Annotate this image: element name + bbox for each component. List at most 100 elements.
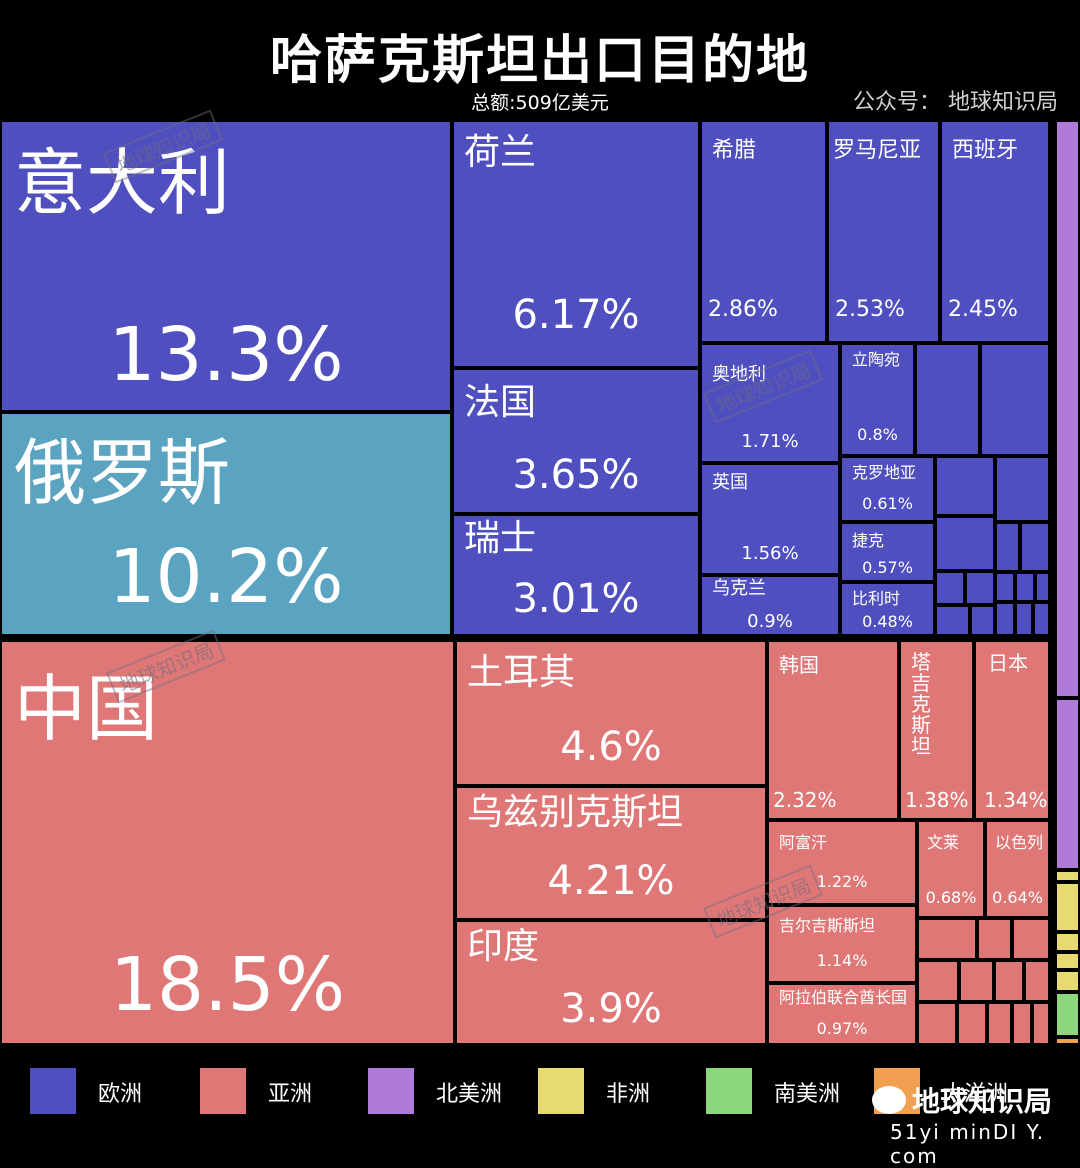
treemap-cell-minor	[915, 343, 980, 456]
cell-value: 3.9%	[560, 986, 662, 1032]
treemap-cell: 塔吉克斯坦 1.38%	[899, 640, 974, 820]
treemap-cell: 吉尔吉斯斯坦 1.14%	[767, 905, 917, 983]
chart-title: 哈萨克斯坦出口目的地	[269, 31, 810, 91]
cell-label: 克罗地亚	[852, 463, 917, 482]
treemap-cell-minor	[970, 605, 995, 636]
treemap-cell-minor	[1055, 1037, 1080, 1045]
treemap-cell: 日本 1.34%	[974, 640, 1050, 820]
treemap-cell: 英国 1.56%	[700, 463, 840, 575]
treemap-cell-minor	[1015, 602, 1033, 636]
cell-label: 希腊	[712, 138, 757, 163]
treemap-cell-minor	[994, 960, 1024, 1002]
watermark-stamp: 地球知识局	[103, 109, 223, 184]
cell-value: 1.34%	[984, 788, 1048, 812]
cell-label: 英国	[712, 472, 748, 493]
treemap-cell-minor	[1055, 882, 1080, 932]
treemap-cell-minor	[1055, 120, 1080, 698]
treemap-cell-minor	[1055, 970, 1080, 992]
watermark-stamp: 地球知识局	[106, 629, 226, 704]
treemap-cell: 乌克兰 0.9%	[700, 575, 840, 636]
cell-value: 1.38%	[905, 788, 969, 812]
cell-value: 0.97%	[816, 1019, 868, 1038]
legend-swatch	[200, 1068, 246, 1114]
cell-label: 西班牙	[952, 138, 1019, 163]
treemap-cell-minor	[1055, 932, 1080, 952]
cell-value: 0.64%	[992, 888, 1043, 907]
treemap-cell: 奥地利 1.71%	[700, 343, 840, 463]
cell-label: 文莱	[927, 833, 960, 852]
treemap-cell-minor	[1055, 698, 1080, 870]
legend-label: 欧洲	[98, 1082, 143, 1107]
cell-label: 俄罗斯	[14, 431, 231, 515]
treemap-cell: 捷克 0.57%	[840, 522, 935, 582]
treemap-cell: 阿富汗 1.22%	[767, 820, 917, 905]
treemap-cell-minor	[995, 572, 1015, 602]
cell-label: 吉尔吉斯斯坦	[779, 916, 876, 935]
cell-value: 0.8%	[857, 425, 898, 444]
treemap-cell-minor	[917, 960, 959, 1002]
cell-label: 印度	[467, 926, 540, 967]
treemap-cell: 韩国 2.32%	[767, 640, 899, 820]
treemap-cell: 法国 3.65%	[452, 368, 700, 514]
treemap-cell-minor	[1033, 602, 1050, 636]
cell-label: 比利时	[852, 589, 901, 608]
treemap-cell: 立陶宛 0.8%	[840, 343, 915, 456]
treemap-cell: 土耳其 4.6%	[455, 640, 767, 786]
legend-swatch	[706, 1068, 752, 1114]
legend-swatch	[368, 1068, 414, 1114]
treemap-cell-minor	[1024, 960, 1050, 1002]
source-credit: 公众号： 地球知识局	[853, 90, 1058, 115]
cell-value: 3.65%	[512, 452, 640, 498]
cell-value: 13.3%	[108, 312, 344, 398]
legend-swatch	[538, 1068, 584, 1114]
treemap-cell-minor	[957, 1002, 987, 1045]
treemap-cell-minor	[995, 602, 1015, 636]
cell-label: 立陶宛	[852, 350, 901, 369]
cell-value: 1.22%	[816, 872, 868, 891]
cell-value: 0.61%	[862, 494, 913, 513]
treemap-cell: 乌兹别克斯坦 4.21%	[455, 786, 767, 920]
chart-subtitle: 总额:509亿美元	[471, 92, 609, 114]
cell-value: 2.32%	[773, 788, 837, 812]
legend-label: 非洲	[606, 1082, 651, 1107]
cell-value: 4.6%	[560, 724, 662, 770]
cell-label: 塔吉克斯坦	[911, 650, 931, 758]
cell-value: 3.01%	[512, 576, 640, 622]
legend-label: 亚洲	[268, 1082, 313, 1107]
cell-value: 0.57%	[862, 558, 913, 577]
cell-label: 荷兰	[464, 132, 537, 173]
treemap-cell-minor	[1032, 1002, 1050, 1045]
treemap-cell: 俄罗斯 10.2%	[0, 412, 452, 636]
cell-label: 法国	[464, 382, 537, 423]
treemap-cell: 荷兰 6.17%	[452, 120, 700, 368]
cell-label: 日本	[988, 651, 1028, 675]
treemap-cell-minor	[995, 522, 1020, 572]
cell-value: 10.2%	[108, 534, 344, 620]
cell-label: 捷克	[852, 531, 885, 550]
treemap-cell: 以色列 0.64%	[985, 820, 1050, 918]
treemap-cell-minor	[959, 960, 994, 1002]
treemap-cell-minor	[977, 918, 1012, 960]
treemap-cell-minor	[965, 571, 995, 605]
legend-label: 南美洲	[774, 1082, 841, 1107]
treemap-cell: 克罗地亚 0.61%	[840, 456, 935, 522]
legend-label: 大洋洲	[942, 1082, 1009, 1107]
treemap-cell-minor	[980, 343, 1050, 456]
cell-label: 罗马尼亚	[833, 138, 922, 163]
treemap-cell-minor	[1012, 918, 1050, 960]
cell-value: 0.48%	[862, 612, 913, 631]
cell-label: 乌克兰	[712, 578, 766, 599]
cell-label: 土耳其	[467, 652, 576, 693]
watermark-stamp: 地球知识局	[703, 864, 823, 939]
treemap-cell: 希腊 2.86%	[700, 120, 827, 343]
cell-value: 1.71%	[741, 431, 799, 452]
watermark-stamp: 地球知识局	[703, 349, 823, 424]
treemap-cell: 印度 3.9%	[455, 920, 767, 1045]
cell-label: 以色列	[995, 833, 1044, 852]
treemap-cell: 西班牙 2.45%	[940, 120, 1050, 343]
cell-value: 1.56%	[741, 543, 799, 564]
cell-value: 0.9%	[747, 611, 793, 632]
cell-label: 瑞士	[464, 518, 537, 559]
treemap-cell-minor	[935, 516, 995, 571]
treemap-cell: 阿拉伯联合酋长国 0.97%	[767, 983, 917, 1045]
